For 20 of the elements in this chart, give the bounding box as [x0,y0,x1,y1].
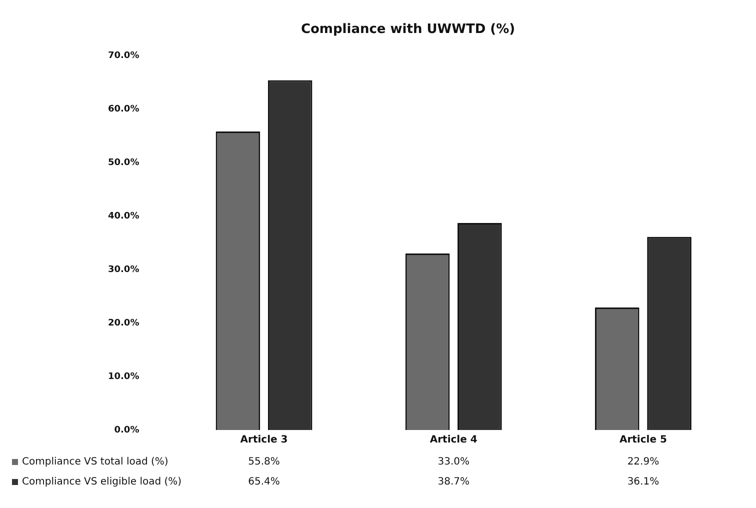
data-label: 38.7% [438,476,470,488]
y-tick-label: 0.0% [114,425,140,436]
y-tick-label: 40.0% [108,211,140,222]
y-tick-label: 10.0% [108,372,140,382]
data-label: 55.8% [248,456,280,468]
y-tick-label: 30.0% [108,264,140,275]
x-tick-label: Article 3 [240,434,288,446]
legend-label: Compliance VS total load (%) [22,456,168,468]
data-label: 22.9% [627,456,660,468]
y-tick-label: 60.0% [108,104,140,114]
x-tick-label: Article 5 [619,434,667,446]
legend-label: Compliance VS eligible load (%) [22,476,182,488]
chart-title: Compliance with UWWTD (%) [300,22,516,38]
x-tick-label: Article 4 [430,434,478,446]
data-label: 33.0% [438,456,470,468]
y-tick-label: 70.0% [108,50,140,61]
data-label: 36.1% [627,476,660,488]
y-tick-label: 20.0% [108,318,140,328]
y-tick-label: 50.0% [108,158,140,168]
data-label: 65.4% [248,476,280,488]
